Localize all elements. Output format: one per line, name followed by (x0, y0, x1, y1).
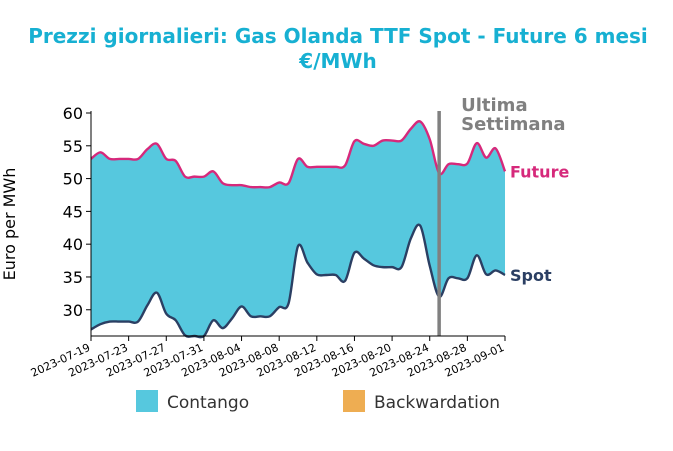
chart-title-unit: €/MWh (298, 49, 376, 73)
legend-label-backwardation: Backwardation (374, 393, 500, 413)
series-lines (90, 120, 507, 339)
legend-swatch-backwardation (343, 390, 365, 412)
y-tick-label: 50 (63, 170, 83, 189)
x-axis: 2023-07-192023-07-232023-07-272023-07-31… (29, 335, 506, 380)
y-tick-label: 30 (63, 301, 83, 320)
series-end-labels: Future Spot (510, 162, 569, 285)
y-tick-label: 40 (63, 235, 83, 254)
legend: Contango Backwardation (136, 390, 500, 413)
plot-area: Ultima Settimana 30 35 40 45 50 55 60 2023-07-… (29, 95, 570, 380)
y-tick-label: 55 (63, 137, 83, 156)
y-tick-label: 60 (63, 104, 83, 123)
chart-title: Prezzi giornalieri: Gas Olanda TTF Spot … (28, 24, 648, 48)
y-tick-label: 35 (63, 268, 83, 287)
y-axis-label: Euro per MWh (0, 168, 19, 281)
last-week-label: Ultima (461, 95, 527, 116)
contango-area (91, 121, 505, 338)
y-axis: 30 35 40 45 50 55 60 (63, 104, 92, 336)
series-label-future: Future (510, 162, 569, 181)
series-line-future (90, 120, 507, 189)
last-week-label-2: Settimana (461, 114, 565, 135)
legend-swatch-contango (136, 390, 158, 412)
y-tick-label: 45 (63, 202, 83, 221)
series-line-spot (90, 223, 506, 339)
series-label-spot: Spot (510, 266, 552, 285)
legend-label-contango: Contango (167, 393, 249, 413)
